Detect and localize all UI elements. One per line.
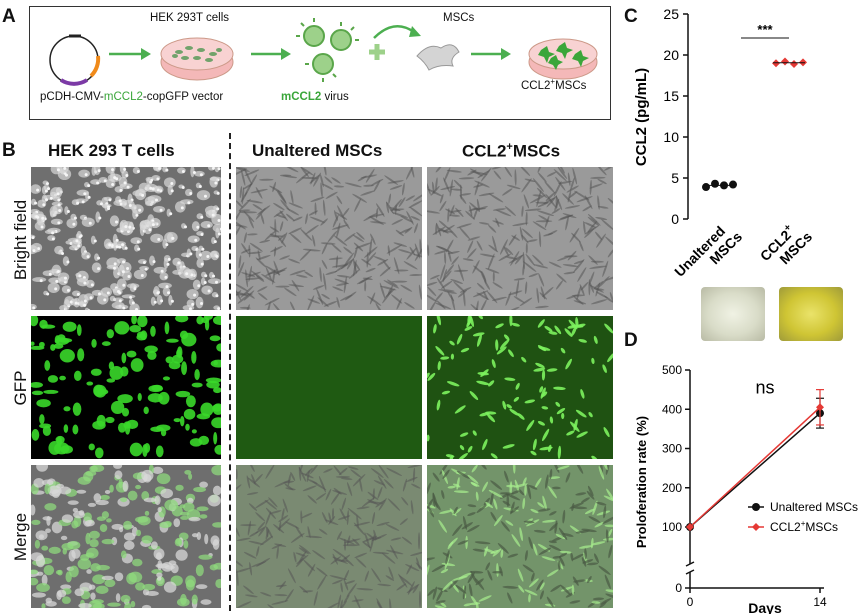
ccl2-mscs-label: CCL2+MSCs xyxy=(521,77,587,92)
petri-dish-ccl2-icon xyxy=(528,38,598,80)
y-axis-label: CCL2 (pg/mL) xyxy=(633,68,650,166)
column-header-unaltered: Unaltered MSCs xyxy=(252,141,383,160)
panel-a-letter: A xyxy=(2,6,16,27)
arrow-icon xyxy=(109,48,511,60)
category-label: CCL2+MSCs xyxy=(756,216,815,275)
y-tick-label: 5 xyxy=(671,170,679,186)
plasmid-icon xyxy=(49,34,101,86)
tube-ccl2 xyxy=(779,287,843,341)
y-tick-label: 0 xyxy=(675,581,682,595)
virus-label: mCCL2 virus xyxy=(281,91,349,103)
axis-break xyxy=(685,569,695,575)
panel-d-chart: 0 100 200 300 400 500 0 14 Days Proloferation rat… xyxy=(634,363,858,614)
data-point xyxy=(686,523,694,531)
x-tick-label: 14 xyxy=(813,595,827,609)
dashed-divider xyxy=(229,133,231,611)
y-tick-label: 400 xyxy=(662,402,682,416)
data-point xyxy=(816,403,824,412)
x-axis-label: Days xyxy=(748,600,782,614)
legend-label: CCL2+MSCs xyxy=(770,519,838,534)
plus-icon xyxy=(369,44,385,60)
panel-d-letter: D xyxy=(624,330,638,351)
virus-icon xyxy=(296,18,359,82)
y-tick-label: 500 xyxy=(662,363,682,377)
mscs-label: MSCs xyxy=(443,12,475,24)
row-label-bright-field: Bright field xyxy=(11,199,30,281)
y-tick-label: 200 xyxy=(662,481,682,495)
y-tick-label: 300 xyxy=(662,442,682,456)
data-point xyxy=(711,179,719,188)
series-line xyxy=(689,406,821,528)
micrograph-hek-gfp xyxy=(31,316,221,459)
micrograph-ccl2-gfp xyxy=(427,316,613,459)
y-axis-label: Proloferation rate (%) xyxy=(634,416,649,548)
vector-label: pCDH-CMV-mCCL2-copGFP vector xyxy=(40,91,224,103)
row-label-merge: Merge xyxy=(11,512,30,562)
tube-unaltered xyxy=(701,287,765,341)
data-point xyxy=(702,183,710,192)
axis-break xyxy=(685,561,695,567)
micrograph-hek-merge xyxy=(31,465,221,608)
y-tick-label: 10 xyxy=(663,129,679,145)
x-tick-label: 0 xyxy=(687,595,694,609)
panel-b-letter: B xyxy=(2,140,16,161)
legend-label: Unaltered MSCs xyxy=(770,500,858,514)
category-label: UnalteredMSCs xyxy=(671,217,745,290)
significance-label: *** xyxy=(757,22,773,37)
micrograph-ccl2-bright xyxy=(427,167,613,310)
legend-marker xyxy=(752,523,760,531)
micrograph-hek-bright xyxy=(31,167,221,310)
y-tick-label: 15 xyxy=(663,88,679,104)
ns-annotation: ns xyxy=(755,378,774,398)
schematic-graphics xyxy=(49,18,598,86)
data-point xyxy=(729,180,737,189)
curved-arrow-icon xyxy=(373,25,415,39)
hek-293t-label: HEK 293T cells xyxy=(150,12,230,24)
panel-c-letter: C xyxy=(624,6,638,27)
y-tick-label: 20 xyxy=(663,47,679,63)
y-tick-label: 25 xyxy=(663,6,679,22)
row-label-gfp: GFP xyxy=(11,370,30,406)
data-point xyxy=(790,60,798,69)
micrograph-unaltered-merge xyxy=(236,465,422,608)
micrograph-ccl2-merge xyxy=(427,465,613,608)
petri-dish-icon xyxy=(160,37,234,81)
micrograph-unaltered-gfp xyxy=(236,316,422,459)
column-header-ccl2: CCL2+MSCs xyxy=(462,141,561,161)
data-point xyxy=(781,57,789,66)
schematic-frame xyxy=(29,6,611,120)
panel-c-chart: 0 5 10 15 20 25 CCL2 (pg/mL) *** UnalteredMSCs CC… xyxy=(633,6,815,290)
column-header-hek: HEK 293 T cells xyxy=(48,141,175,160)
y-tick-label: 100 xyxy=(662,520,682,534)
y-tick-label: 0 xyxy=(671,211,679,227)
micrograph-unaltered-bright xyxy=(236,167,422,310)
msc-cell-icon xyxy=(416,44,460,71)
legend-marker xyxy=(752,503,760,511)
